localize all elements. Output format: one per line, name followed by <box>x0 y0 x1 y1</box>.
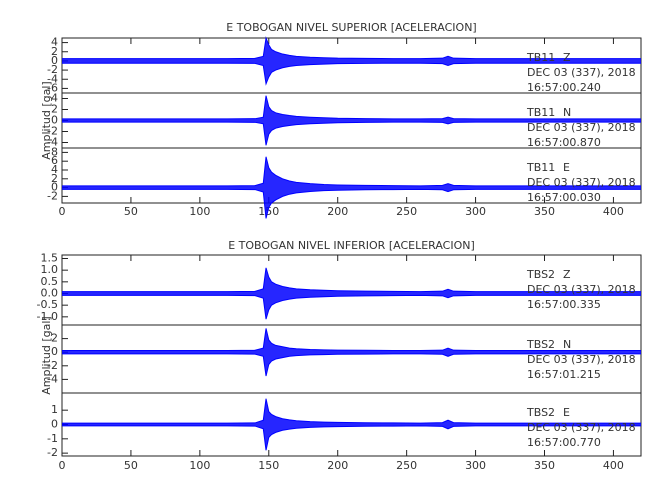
trace-time: 16:57:00.240 <box>527 81 601 94</box>
y-tick-label: 0 <box>51 181 58 194</box>
trace-time: 16:57:01.215 <box>527 368 601 381</box>
trace-component: N <box>563 338 571 351</box>
x-tick-label: 0 <box>59 205 66 218</box>
y-tick-label: -2 <box>47 359 58 372</box>
y-tick-label: 4 <box>51 163 58 176</box>
trace-upper <box>62 267 641 293</box>
trace-time: 16:57:00.870 <box>527 136 601 149</box>
trace-upper <box>62 36 641 60</box>
y-tick-label: -4 <box>47 72 58 85</box>
x-tick-label: 0 <box>59 459 66 472</box>
y-axis-label: Amplitud [gal] <box>40 316 53 394</box>
x-tick-label: 400 <box>603 205 624 218</box>
x-tick-label: 150 <box>258 459 279 472</box>
trace-time: 16:57:00.770 <box>527 436 601 449</box>
y-tick-label: 0 <box>51 345 58 358</box>
y-tick-label: 2 <box>51 332 58 345</box>
trace-upper <box>62 328 641 351</box>
trace-station: TB11 <box>526 161 555 174</box>
trace-upper <box>62 156 641 187</box>
plot-frame <box>61 254 642 457</box>
trace-lower <box>62 353 641 377</box>
x-tick-label: 350 <box>534 205 555 218</box>
y-tick-label: 8 <box>51 145 58 158</box>
trace-date: DEC 03 (337), 2018 <box>527 353 636 366</box>
y-tick-label: -4 <box>47 136 58 149</box>
y-tick-label: 0.5 <box>41 275 59 288</box>
y-tick-label: -0.5 <box>37 298 58 311</box>
trace-component: N <box>563 106 571 119</box>
x-tick-label: 100 <box>189 205 210 218</box>
x-tick-label: 50 <box>124 459 138 472</box>
x-tick-label: 250 <box>396 459 417 472</box>
trace-station: TBS2 <box>526 268 555 281</box>
trace-date: DEC 03 (337), 2018 <box>527 176 636 189</box>
trace-lower <box>62 188 641 219</box>
trace-component: Z <box>563 51 571 64</box>
y-tick-label: -4 <box>47 372 58 385</box>
y-tick-label: 2 <box>51 103 58 116</box>
y-tick-label: -2 <box>47 446 58 459</box>
trace-date: DEC 03 (337), 2018 <box>527 421 636 434</box>
y-tick-label: -1 <box>47 432 58 445</box>
y-tick-label: 1.5 <box>41 252 59 265</box>
trace-component: E <box>563 406 570 419</box>
y-tick-label: 1.0 <box>41 263 59 276</box>
y-tick-label: 1 <box>51 403 58 416</box>
y-tick-label: -2 <box>47 125 58 138</box>
x-tick-label: 300 <box>465 205 486 218</box>
y-tick-label: -2 <box>47 189 58 202</box>
trace-time: 16:57:00.030 <box>527 191 601 204</box>
trace-envelope-fill <box>62 95 641 146</box>
trace-station: TBS2 <box>526 406 555 419</box>
x-tick-label: 400 <box>603 459 624 472</box>
x-tick-label: 200 <box>327 459 348 472</box>
chart-title: E TOBOGAN NIVEL INFERIOR [ACELERACION] <box>228 239 475 252</box>
y-tick-label: 2 <box>51 45 58 58</box>
x-tick-label: 300 <box>465 459 486 472</box>
trace-envelope-fill <box>62 398 641 451</box>
y-tick-label: -2 <box>47 63 58 76</box>
trace-date: DEC 03 (337), 2018 <box>527 121 636 134</box>
x-tick-label: 250 <box>396 205 417 218</box>
trace-date: DEC 03 (337), 2018 <box>527 66 636 79</box>
x-tick-label: 200 <box>327 205 348 218</box>
x-tick-label: 100 <box>189 459 210 472</box>
y-tick-label: 0 <box>51 114 58 127</box>
chart-title: E TOBOGAN NIVEL SUPERIOR [ACELERACION] <box>226 21 476 34</box>
trace-lower <box>62 294 641 320</box>
trace-date: DEC 03 (337), 2018 <box>527 283 636 296</box>
trace-station: TB11 <box>526 51 555 64</box>
y-tick-label: 6 <box>51 154 58 167</box>
trace-lower <box>62 425 641 451</box>
x-tick-label: 150 <box>258 205 279 218</box>
y-tick-label: -6 <box>47 81 58 94</box>
trace-upper <box>62 398 641 424</box>
trace-lower <box>62 62 641 86</box>
trace-envelope-fill <box>62 328 641 376</box>
y-tick-label: 4 <box>51 36 58 49</box>
y-tick-label: -1.0 <box>37 310 58 323</box>
trace-upper <box>62 95 641 120</box>
trace-station: TBS2 <box>526 338 555 351</box>
y-tick-label: 0 <box>51 418 58 431</box>
trace-component: E <box>563 161 570 174</box>
trace-envelope-fill <box>62 156 641 219</box>
trace-time: 16:57:00.335 <box>527 298 601 311</box>
x-tick-label: 50 <box>124 205 138 218</box>
trace-station: TB11 <box>526 106 555 119</box>
trace-envelope-fill <box>62 267 641 320</box>
y-tick-label: 0.0 <box>41 287 59 300</box>
y-tick-label: 0 <box>51 54 58 67</box>
trace-lower <box>62 121 641 146</box>
y-tick-label: 2 <box>51 172 58 185</box>
x-tick-label: 350 <box>534 459 555 472</box>
y-tick-label: 4 <box>51 92 58 105</box>
trace-component: Z <box>563 268 571 281</box>
y-axis-label: Amplitud [gal] <box>40 81 53 159</box>
trace-envelope-fill <box>62 38 641 84</box>
